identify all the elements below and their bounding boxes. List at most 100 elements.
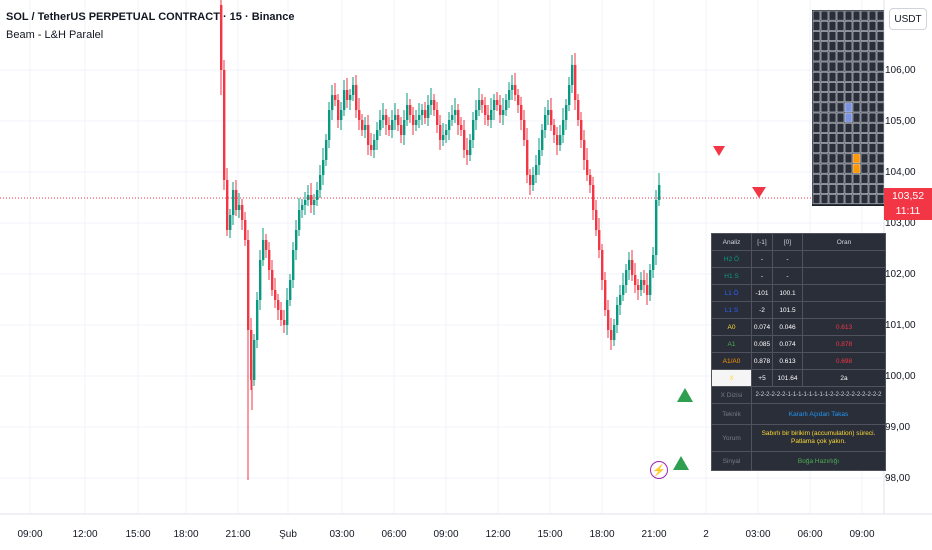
header-cell: [0]: [772, 233, 803, 251]
table-cell: -: [751, 250, 773, 268]
candle-body: [388, 125, 391, 130]
table-cell: A1/A0: [711, 352, 752, 370]
candle-body: [373, 140, 376, 150]
candle-body: [460, 125, 463, 130]
candle-body: [529, 175, 532, 185]
heatmap-cell: [844, 102, 853, 113]
time-label: 15:00: [125, 529, 151, 540]
heatmap-cell: [812, 10, 821, 21]
candle-body: [649, 270, 652, 295]
heatmap-cell: [812, 143, 821, 154]
table-cell: A1: [711, 335, 752, 353]
candle-body: [358, 110, 361, 120]
heatmap-cell: [876, 92, 885, 103]
symbol-title[interactable]: SOL / TetherUS PERPETUAL CONTRACT · 15 ·…: [6, 11, 295, 23]
candle-body: [481, 100, 484, 105]
time-label: 03:00: [745, 529, 771, 540]
heatmap-cell: [860, 82, 869, 92]
candle-body: [334, 95, 337, 100]
heatmap-cell: [820, 102, 829, 113]
candle-body: [283, 320, 286, 325]
candle-body: [403, 120, 406, 135]
heatmap-cell: [860, 143, 869, 154]
table-cell: 0.878: [802, 335, 886, 353]
candle-body: [568, 85, 571, 105]
heatmap-cell: [836, 41, 845, 52]
candle-body: [646, 285, 649, 295]
candle-body: [601, 250, 604, 280]
candle-body: [490, 110, 493, 120]
heatmap-cell: [852, 71, 861, 82]
teknik-label: Teknik: [711, 403, 752, 425]
heatmap-cell: [836, 122, 845, 133]
candle-body: [640, 280, 643, 290]
candle-body: [613, 325, 616, 340]
heatmap-cell: [876, 112, 885, 123]
heatmap-cell: [836, 71, 845, 82]
candle-body: [583, 140, 586, 160]
candle-body: [445, 130, 448, 135]
heatmap-cell: [876, 194, 885, 205]
heatmap-cell: [836, 194, 845, 205]
candle-body: [262, 240, 265, 260]
price-label: 105,00: [885, 116, 916, 127]
candle-body: [574, 65, 577, 100]
table-cell: [802, 267, 886, 285]
candle-body: [247, 240, 250, 330]
heatmap-cell: [820, 10, 829, 21]
candle-body: [553, 125, 556, 135]
table-cell: 100.1: [772, 284, 803, 302]
candle-body: [400, 125, 403, 135]
table-row: L1 Ö -101 100.1: [711, 284, 886, 302]
candle-body: [223, 70, 226, 180]
candle-body: [562, 120, 565, 135]
table-cell: 0.074: [751, 318, 773, 336]
table-cell: 101.64: [772, 369, 803, 387]
heatmap-cell: [836, 20, 845, 31]
heatmap-cell: [852, 133, 861, 143]
candle-body: [469, 140, 472, 155]
candle-body: [349, 95, 352, 100]
time-label: 12:00: [485, 529, 511, 540]
time-label: 18:00: [589, 529, 615, 540]
header-cell: Oran: [802, 233, 886, 251]
candle-body: [313, 200, 316, 205]
heatmap-cell: [852, 51, 861, 62]
candle-body: [307, 195, 310, 200]
price-label: 100,00: [885, 371, 916, 382]
table-cell: 101.5: [772, 301, 803, 319]
heatmap-cell: [812, 71, 821, 82]
candle-body: [391, 120, 394, 130]
candle-body: [631, 260, 634, 275]
candle-body: [493, 100, 496, 110]
heatmap-cell: [860, 184, 869, 194]
candle-body: [232, 190, 235, 215]
heatmap-cell: [828, 163, 837, 174]
candle-body: [463, 130, 466, 150]
candle-body: [310, 195, 313, 205]
table-row: L1 S -2 101.5: [711, 301, 886, 319]
table-row: A1/A0 0.878 0.613 0.698: [711, 352, 886, 370]
heatmap-cell: [812, 41, 821, 52]
heatmap-cell: [844, 143, 853, 154]
heatmap-cell: [860, 10, 869, 21]
heatmap-cell: [812, 92, 821, 103]
candle-body: [397, 115, 400, 125]
heatmap-cell: [868, 41, 877, 52]
candle-body: [439, 125, 442, 140]
candle-body: [244, 220, 247, 240]
lightning-icon[interactable]: ⚡: [650, 461, 668, 479]
candle-body: [436, 110, 439, 125]
candle-body: [652, 255, 655, 270]
heatmap-cell: [868, 61, 877, 72]
candle-body: [622, 285, 625, 295]
candle-body: [634, 275, 637, 285]
table-cell: 0.085: [751, 335, 773, 353]
heatmap-cell: [812, 61, 821, 72]
table-row: A1 0.085 0.074 0.878: [711, 335, 886, 353]
candle-body: [364, 125, 367, 130]
indicator-title[interactable]: Beam - L&H Paralel: [6, 29, 104, 41]
heatmap-cell: [876, 133, 885, 143]
currency-button[interactable]: USDT: [889, 8, 927, 30]
